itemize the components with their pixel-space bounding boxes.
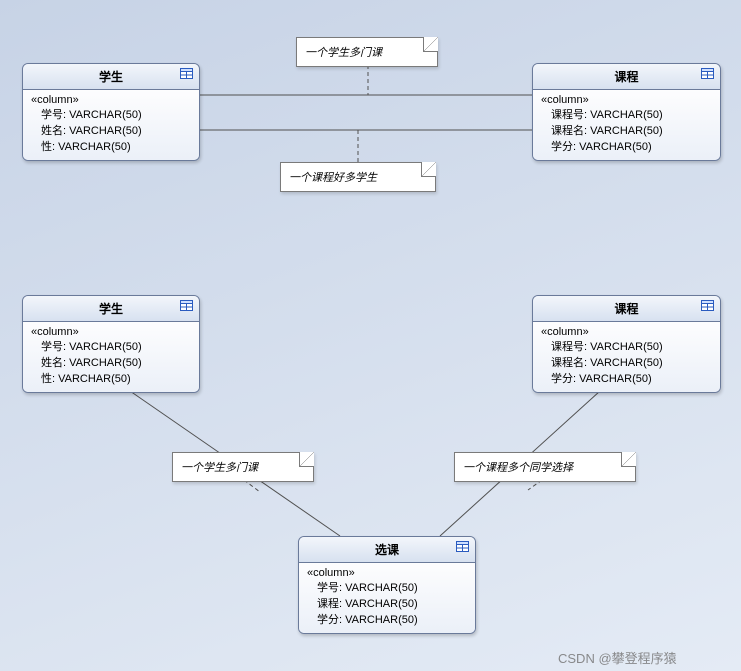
entity-header: 学生 [23,64,199,90]
table-icon [180,68,193,79]
note-n2[interactable]: 一个课程好多学生 [280,162,436,192]
entity-attribute: 学分: VARCHAR(50) [541,370,712,386]
entity-title: 课程 [614,302,638,316]
note-text: 一个课程多个同学选择 [455,453,635,481]
note-n4[interactable]: 一个课程多个同学选择 [454,452,636,482]
entity-e1[interactable]: 学生 «column»学号: VARCHAR(50)姓名: VARCHAR(50)… [22,63,200,161]
entity-title: 选课 [375,543,399,557]
watermark: CSDN @攀登程序猿 [558,648,677,667]
entity-title: 学生 [99,302,123,316]
entity-title: 课程 [614,70,638,84]
entity-header: 课程 [533,296,720,322]
note-fold-icon [299,452,314,467]
entity-attribute: 学号: VARCHAR(50) [307,579,467,595]
entity-e2[interactable]: 课程 «column»课程号: VARCHAR(50)课程名: VARCHAR(5… [532,63,721,161]
table-icon [701,68,714,79]
entity-body: «column»学号: VARCHAR(50)姓名: VARCHAR(50)性:… [23,90,199,160]
entity-e4[interactable]: 课程 «column»课程号: VARCHAR(50)课程名: VARCHAR(5… [532,295,721,393]
entity-body: «column»学号: VARCHAR(50)课程: VARCHAR(50)学分… [299,563,475,633]
entity-stereotype: «column» [541,94,712,106]
entity-title: 学生 [99,70,123,84]
entity-stereotype: «column» [31,326,191,338]
entity-attribute: 姓名: VARCHAR(50) [31,354,191,370]
entity-e3[interactable]: 学生 «column»学号: VARCHAR(50)姓名: VARCHAR(50)… [22,295,200,393]
entity-attribute: 课程: VARCHAR(50) [307,595,467,611]
entity-stereotype: «column» [307,567,467,579]
note-fold-icon [621,452,636,467]
note-n1[interactable]: 一个学生多门课 [296,37,438,67]
entity-body: «column»课程号: VARCHAR(50)课程名: VARCHAR(50)… [533,322,720,392]
table-icon [180,300,193,311]
entity-stereotype: «column» [31,94,191,106]
entity-body: «column»课程号: VARCHAR(50)课程名: VARCHAR(50)… [533,90,720,160]
entity-attribute: 学分: VARCHAR(50) [541,138,712,154]
note-fold-icon [421,162,436,177]
entity-attribute: 课程号: VARCHAR(50) [541,106,712,122]
entity-attribute: 性: VARCHAR(50) [31,370,191,386]
entity-attribute: 学分: VARCHAR(50) [307,611,467,627]
entity-e5[interactable]: 选课 «column»学号: VARCHAR(50)课程: VARCHAR(50)… [298,536,476,634]
entity-header: 学生 [23,296,199,322]
table-icon [456,541,469,552]
entity-header: 选课 [299,537,475,563]
note-text: 一个课程好多学生 [281,163,435,191]
diagram-canvas: 学生«column»学号: VARCHAR(50)姓名: VARCHAR(50)… [0,0,741,671]
entity-attribute: 学号: VARCHAR(50) [31,106,191,122]
entity-attribute: 性: VARCHAR(50) [31,138,191,154]
entity-header: 课程 [533,64,720,90]
note-text: 一个学生多门课 [173,453,313,481]
entity-attribute: 课程号: VARCHAR(50) [541,338,712,354]
note-fold-icon [423,37,438,52]
entity-stereotype: «column» [541,326,712,338]
note-text: 一个学生多门课 [297,38,437,66]
entity-attribute: 学号: VARCHAR(50) [31,338,191,354]
note-n3[interactable]: 一个学生多门课 [172,452,314,482]
entity-attribute: 课程名: VARCHAR(50) [541,122,712,138]
entity-attribute: 姓名: VARCHAR(50) [31,122,191,138]
table-icon [701,300,714,311]
entity-attribute: 课程名: VARCHAR(50) [541,354,712,370]
entity-body: «column»学号: VARCHAR(50)姓名: VARCHAR(50)性:… [23,322,199,392]
